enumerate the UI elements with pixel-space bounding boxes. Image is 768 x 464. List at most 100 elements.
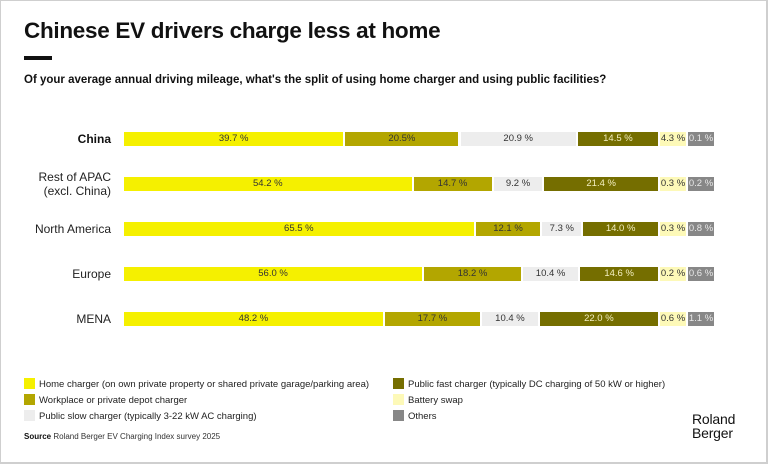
value-label: 0.3 %	[660, 178, 686, 189]
bar-segment: 17.7 %	[384, 312, 480, 326]
value-label: 10.4 %	[535, 268, 566, 279]
legend-label: Battery swap	[408, 395, 463, 407]
value-label: 56.0 %	[258, 268, 288, 279]
bar-segment: 0.1 %	[688, 132, 714, 146]
legend-swatch	[24, 378, 35, 389]
bar-segment: 0.3 %	[660, 222, 686, 236]
bar-segment: 1.1 %	[688, 312, 714, 326]
category-label-line: Rest of APAC	[38, 170, 111, 184]
bar-segment: 9.2 %	[493, 177, 543, 191]
source-label: Source	[24, 432, 52, 441]
value-label: 54.2 %	[253, 178, 283, 189]
logo-line-2: Berger	[692, 425, 733, 441]
bar-segment: 0.6 %	[660, 312, 686, 326]
value-label: 14.5 %	[603, 133, 633, 144]
value-label: 9.2 %	[505, 178, 531, 189]
bar-segment: 65.5 %	[124, 222, 474, 236]
legend-swatch	[393, 410, 404, 421]
category-label-line: Europe	[72, 267, 111, 281]
value-label: 7.3 %	[549, 223, 574, 234]
bar-segment: 20.5%	[345, 132, 459, 146]
bar-segment: 20.9 %	[460, 132, 576, 146]
legend-label: Public fast charger (typically DC chargi…	[408, 379, 666, 391]
bar-segment: 54.2 %	[124, 177, 412, 191]
value-label: 20.9 %	[503, 133, 533, 144]
category-label: North America	[35, 222, 111, 236]
value-label: 39.7 %	[218, 133, 249, 144]
legend-label: Workplace or private depot charger	[39, 395, 188, 407]
value-label: 14.7 %	[437, 178, 468, 189]
legend-label: Public slow charger (typically 3-22 kW A…	[39, 411, 257, 423]
value-label: 65.5 %	[284, 223, 314, 234]
legend-swatch	[24, 394, 35, 405]
bar-segment: 48.2 %	[124, 312, 383, 326]
bar-segment: 12.1 %	[475, 222, 541, 236]
legend-item: Workplace or private depot charger	[24, 394, 188, 409]
category-label: Europe	[72, 267, 111, 281]
legend-item: Others	[393, 410, 437, 425]
legend-swatch	[24, 410, 35, 421]
category-label-line: North America	[34, 222, 111, 236]
source-text: Roland Berger EV Charging Index survey 2…	[51, 432, 221, 441]
value-label: 1.1 %	[688, 313, 714, 324]
value-label: 0.2 %	[660, 268, 686, 279]
logo-line-1: Roland	[692, 411, 736, 427]
value-label: 21.4 %	[586, 178, 616, 189]
legend-label: Home charger (on own private property or…	[39, 379, 370, 391]
legend-label: Others	[408, 411, 437, 423]
value-label: 0.8 %	[688, 223, 714, 234]
bar-segment: 14.5 %	[577, 132, 658, 146]
legend-item: Home charger (on own private property or…	[24, 378, 370, 393]
value-label: 0.6 %	[660, 313, 686, 324]
bar-segment: 21.4 %	[544, 177, 658, 191]
category-label: China	[78, 132, 111, 146]
bar-segment: 0.2 %	[660, 267, 686, 281]
chart-subtitle: Of your average annual driving mileage, …	[24, 74, 607, 86]
bar-segment: 10.4 %	[522, 267, 579, 281]
bar-segment: 14.0 %	[583, 222, 658, 236]
category-label: MENA	[76, 312, 111, 326]
value-label: 10.4 %	[495, 313, 525, 324]
legend-item: Battery swap	[393, 394, 463, 409]
legend-item: Public slow charger (typically 3-22 kW A…	[24, 410, 257, 425]
chart-title: Chinese EV drivers charge less at home	[24, 18, 441, 43]
source-note: Source Roland Berger EV Charging Index s…	[24, 432, 220, 441]
bar-segment: 56.0 %	[124, 267, 423, 281]
value-label: 22.0 %	[584, 313, 614, 324]
value-label: 48.2 %	[238, 313, 269, 324]
roland-berger-logo: Roland Berger	[692, 412, 735, 440]
category-label-line: (excl. China)	[43, 184, 111, 198]
stacked-bar-chart: China 39.7 % 20.5% 20.9 % 14.5 % 4.3 % 0.1 % Re…	[35, 132, 714, 326]
value-label: 0.6 %	[688, 268, 714, 279]
bar-segment: 14.6 %	[580, 267, 658, 281]
value-label: 20.5%	[388, 133, 416, 144]
legend-swatch	[393, 394, 404, 405]
bar-segment: 0.2 %	[688, 177, 714, 191]
category-label-line: MENA	[76, 312, 111, 326]
value-label: 0.3 %	[660, 223, 686, 234]
value-label: 12.1 %	[493, 223, 523, 234]
value-label: 18.2 %	[457, 268, 488, 279]
value-label: 14.6 %	[604, 268, 634, 279]
category-label-line: China	[77, 132, 111, 146]
category-label: Rest of APAC (excl. China)	[39, 170, 111, 198]
bar-segment: 7.3 %	[542, 222, 582, 236]
title-underline	[24, 56, 52, 60]
value-label: 0.1 %	[688, 133, 714, 144]
bar-segment: 22.0 %	[539, 312, 658, 326]
value-label: 14.0 %	[605, 223, 636, 234]
bar-segment: 39.7 %	[124, 132, 344, 146]
bar-segment: 0.8 %	[688, 222, 714, 236]
bar-segment: 10.4 %	[482, 312, 538, 326]
bar-segment: 0.6 %	[688, 267, 714, 281]
legend-swatch	[393, 378, 404, 389]
value-label: 0.2 %	[688, 178, 714, 189]
bar-segment: 18.2 %	[424, 267, 521, 281]
legend-item: Public fast charger (typically DC chargi…	[393, 378, 666, 393]
value-label: 4.3 %	[660, 133, 686, 144]
bar-segment: 14.7 %	[413, 177, 492, 191]
bar-segment: 4.3 %	[660, 132, 686, 146]
bar-segment: 0.3 %	[660, 177, 686, 191]
value-label: 17.7 %	[417, 313, 448, 324]
